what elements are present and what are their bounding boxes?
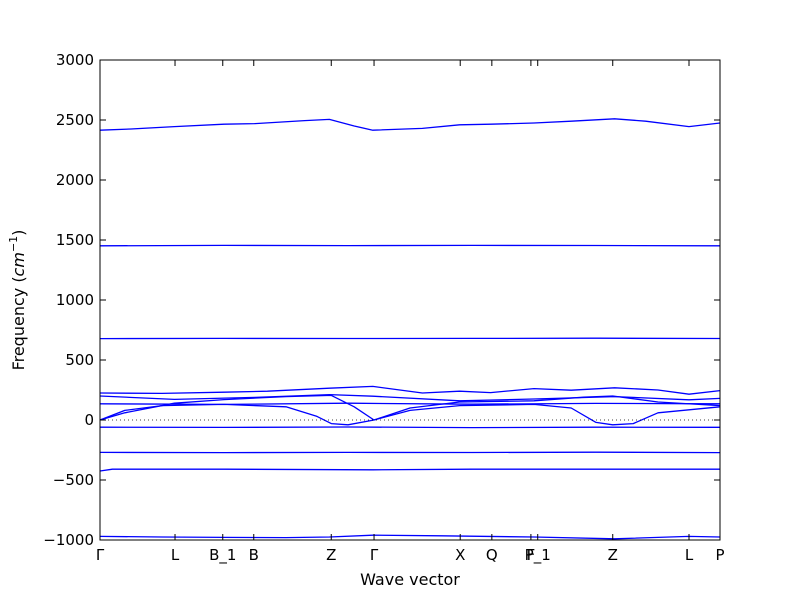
x-tick-label: Γ [96,546,105,564]
x-tick-label: Γ [370,546,379,564]
x-tick-label: P_1 [525,546,551,565]
y-axis-label-unit-exponent: −1 [7,236,20,252]
y-tick-label: 3000 [56,51,94,69]
y-tick-label: −500 [53,471,94,489]
x-tick-label: B_1 [209,546,236,565]
phonon-branch-11 [100,427,720,428]
x-tick-label: P [715,546,724,564]
y-tick-label: 2000 [56,171,94,189]
y-tick-label: −1000 [43,531,94,549]
y-axis-label-text: Frequency ( [9,276,28,370]
y-tick-label: 500 [65,351,94,369]
y-axis-label-close: ) [9,230,28,236]
x-tick-label: Z [608,546,618,564]
x-tick-label: Q [486,546,498,564]
x-tick-label: X [455,546,465,564]
y-tick-label: 2500 [56,111,94,129]
x-tick-label: B [249,546,259,564]
y-tick-label: 1000 [56,291,94,309]
y-tick-label: 0 [84,411,94,429]
x-axis-label: Wave vector [360,570,460,589]
y-tick-label: 1500 [56,231,94,249]
x-tick-label: L [685,546,694,564]
x-tick-label: L [171,546,180,564]
y-axis-label-unit: cm [9,252,28,276]
x-tick-label: Z [326,546,336,564]
